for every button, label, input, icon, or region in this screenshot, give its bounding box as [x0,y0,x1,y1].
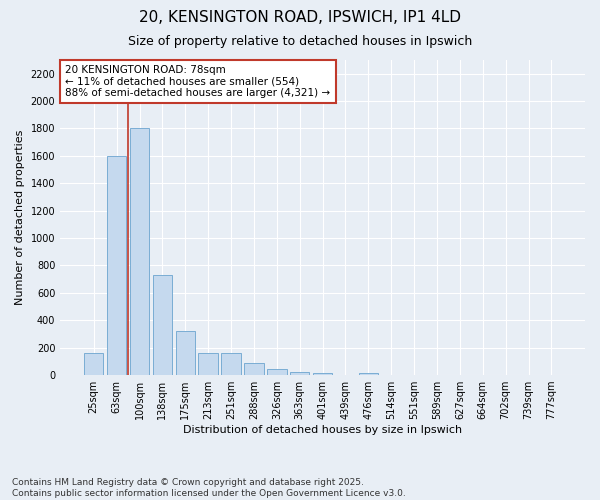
Bar [313,372,332,375]
X-axis label: Distribution of detached houses by size in Ipswich: Distribution of detached houses by size … [183,425,462,435]
Bar [152,275,172,375]
Bar [221,353,241,375]
Bar [290,372,310,375]
Text: Contains HM Land Registry data © Crown copyright and database right 2025.
Contai: Contains HM Land Registry data © Crown c… [12,478,406,498]
Bar [199,353,218,375]
Text: Size of property relative to detached houses in Ipswich: Size of property relative to detached ho… [128,35,472,48]
Bar [359,372,378,375]
Y-axis label: Number of detached properties: Number of detached properties [15,130,25,305]
Bar [176,331,195,375]
Text: 20 KENSINGTON ROAD: 78sqm
← 11% of detached houses are smaller (554)
88% of semi: 20 KENSINGTON ROAD: 78sqm ← 11% of detac… [65,64,331,98]
Bar [130,128,149,375]
Bar [244,364,263,375]
Bar [84,353,103,375]
Bar [267,368,287,375]
Text: 20, KENSINGTON ROAD, IPSWICH, IP1 4LD: 20, KENSINGTON ROAD, IPSWICH, IP1 4LD [139,10,461,25]
Bar [107,156,127,375]
